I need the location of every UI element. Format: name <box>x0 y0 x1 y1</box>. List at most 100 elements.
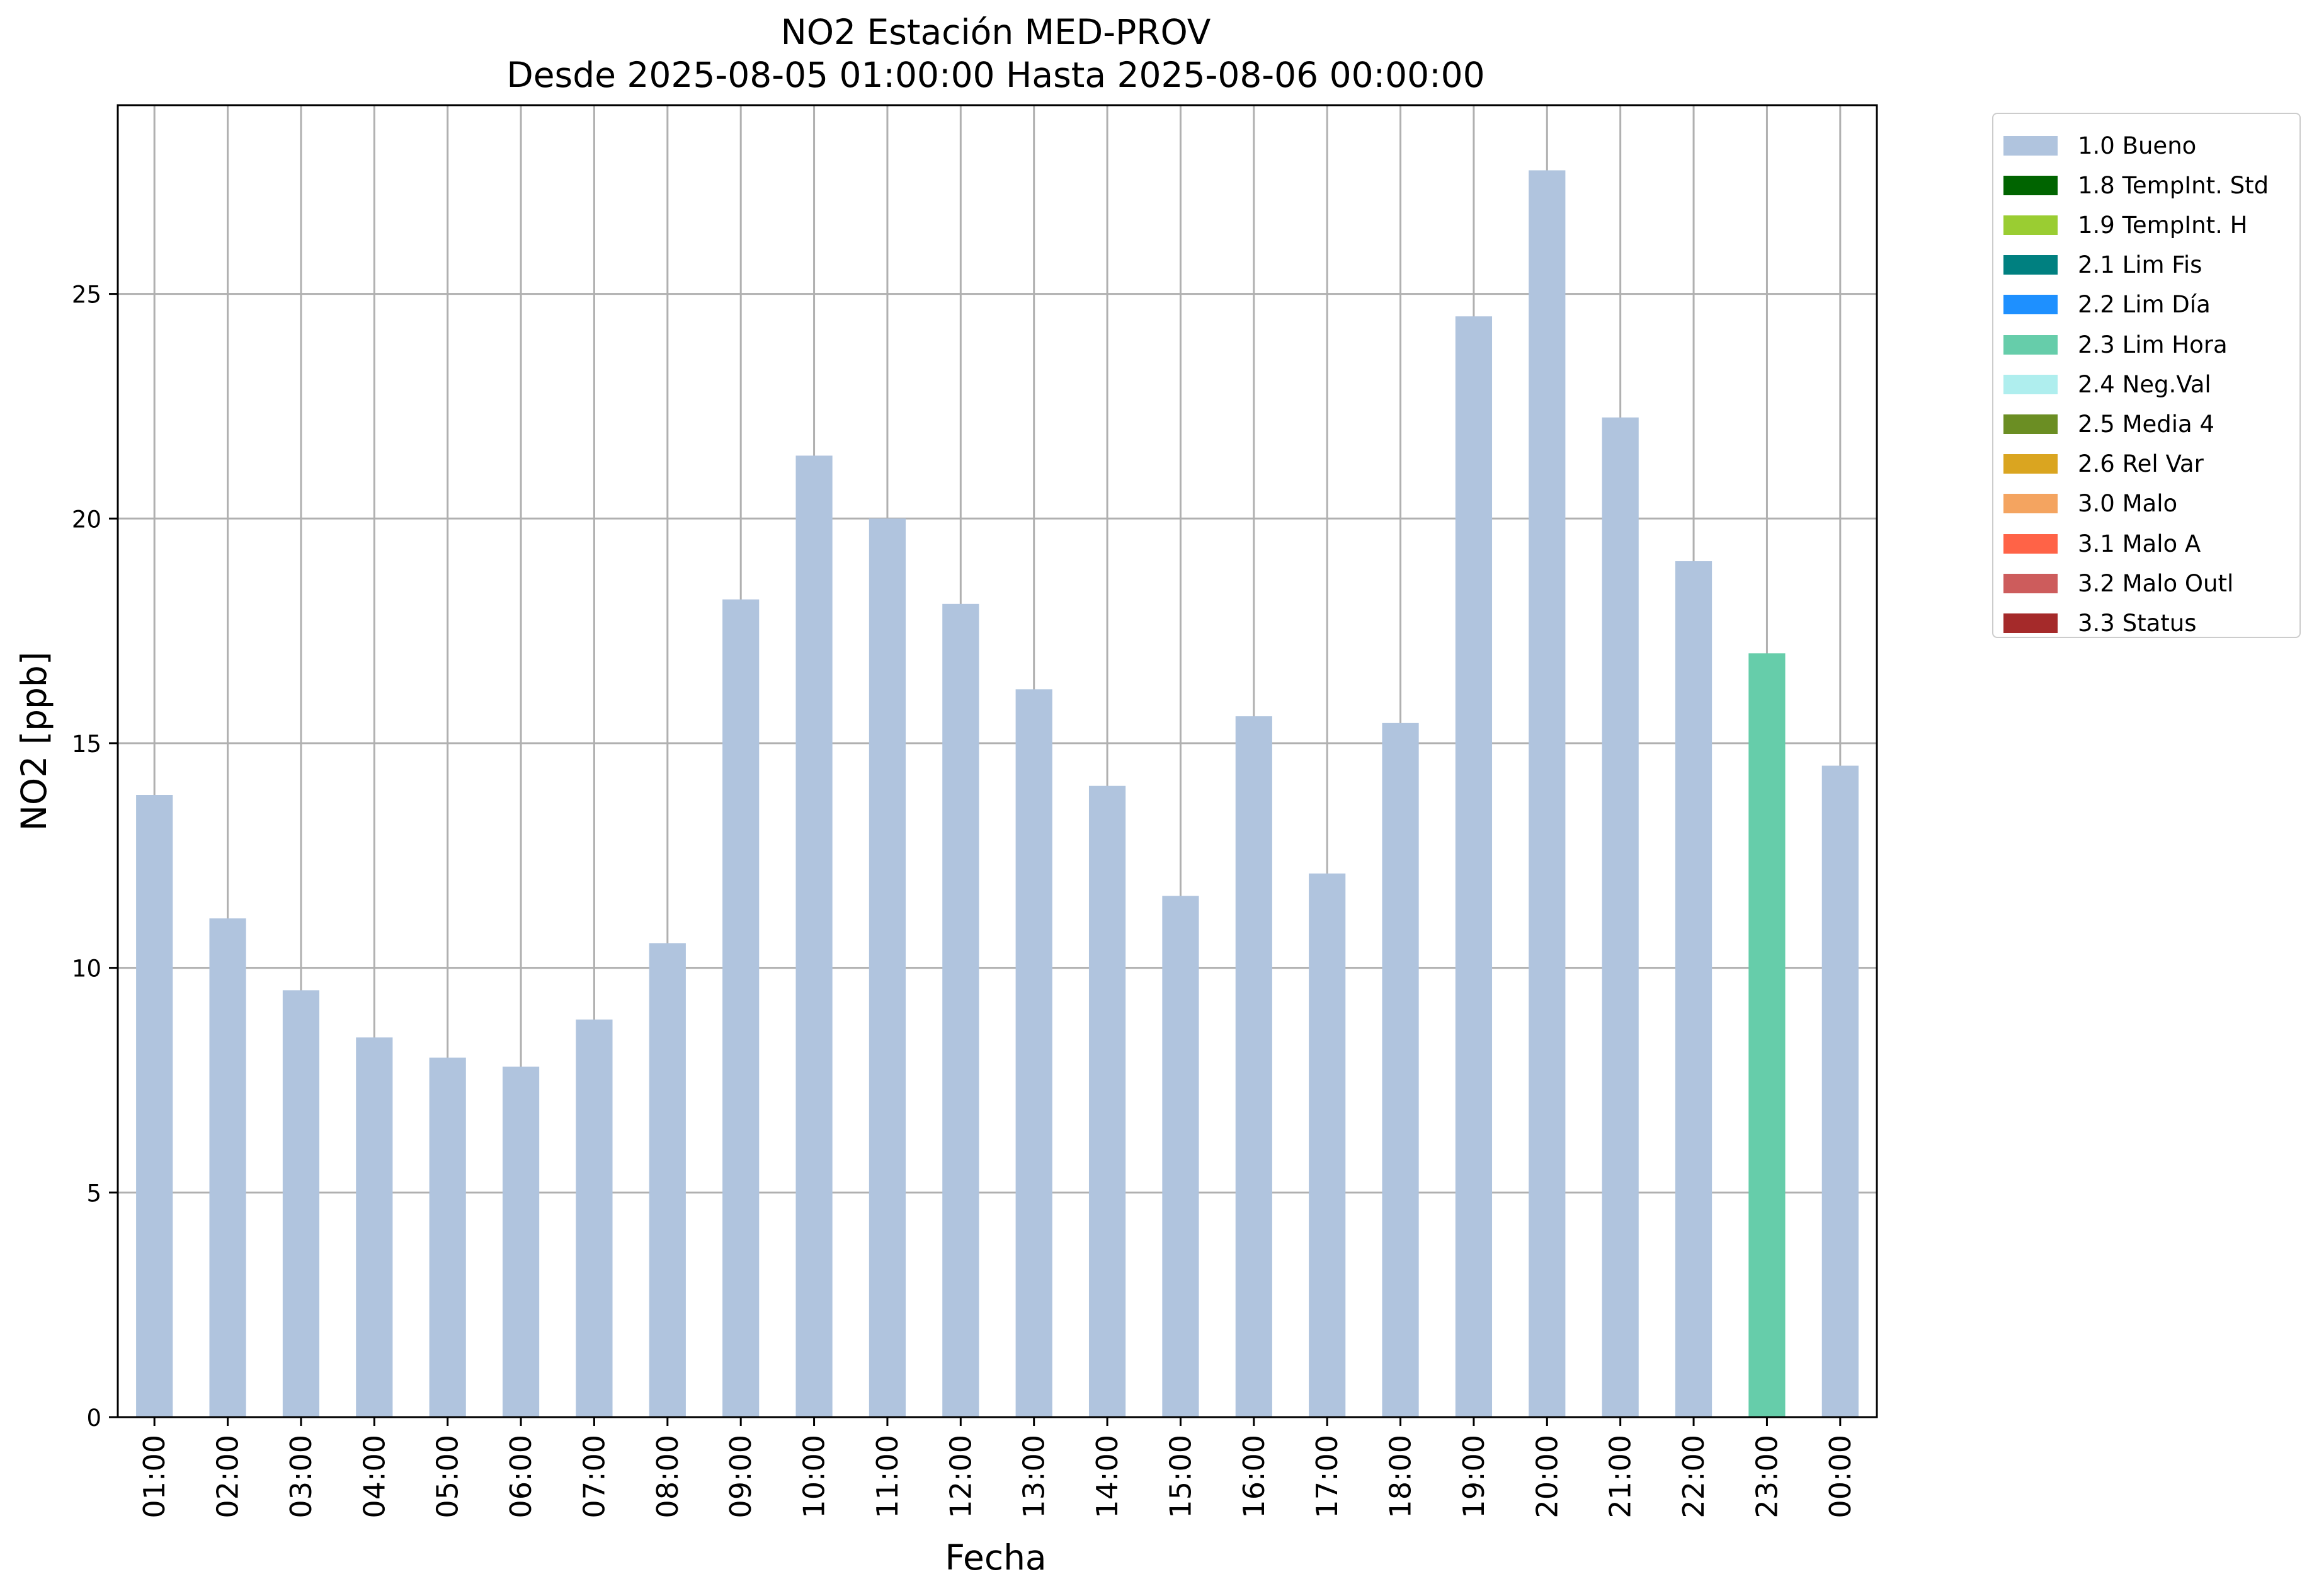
y-tick-label: 10 <box>72 955 101 983</box>
legend-label: 1.0 Bueno <box>2078 132 2197 159</box>
bar-05:00 <box>429 1057 466 1417</box>
bar-01:00 <box>136 795 173 1417</box>
legend-item: 2.4 Neg.Val <box>2003 367 2211 402</box>
axes: 0 5 10 15 20 25 01:00 02:00 03:00 04:00 05:00 06:00… <box>72 104 1878 1519</box>
y-tick-label: 20 <box>72 506 101 533</box>
x-tick-label: 11:00 <box>870 1435 904 1519</box>
legend-item: 1.8 TempInt. Std <box>2003 168 2269 203</box>
bar-17:00 <box>1309 873 1346 1417</box>
bar-18:00 <box>1382 722 1419 1417</box>
legend-swatch <box>2003 135 2058 156</box>
bar-00:00 <box>1821 765 1859 1417</box>
x-tick-label: 02:00 <box>211 1435 245 1519</box>
chart-title: NO2 Estación MED-PROV <box>781 12 1211 52</box>
x-tick-label: 06:00 <box>504 1435 538 1519</box>
legend: 1.0 Bueno 1.8 TempInt. Std 1.9 TempInt. H 2… <box>1992 113 2301 638</box>
bar-19:00 <box>1455 316 1493 1418</box>
legend-swatch <box>2003 494 2058 514</box>
bar-02:00 <box>209 918 246 1417</box>
legend-item: 1.9 TempInt. H <box>2003 207 2247 242</box>
x-tick-label: 21:00 <box>1604 1435 1638 1519</box>
chart-subtitle: Desde 2025-08-05 01:00:00 Hasta 2025-08-… <box>506 55 1484 95</box>
legend-swatch <box>2003 613 2058 633</box>
legend-label: 1.8 TempInt. Std <box>2078 171 2269 199</box>
bar-06:00 <box>502 1066 540 1417</box>
legend-item: 3.1 Malo A <box>2003 526 2201 561</box>
x-tick-label: 08:00 <box>651 1435 685 1519</box>
bar-03:00 <box>282 990 320 1417</box>
x-tick-label: 20:00 <box>1530 1435 1564 1519</box>
x-tick-label: 01:00 <box>137 1435 171 1519</box>
x-tick-label: 05:00 <box>431 1435 465 1519</box>
legend-item: 3.3 Status <box>2003 605 2197 641</box>
legend-item: 2.2 Lim Día <box>2003 287 2211 322</box>
bar-09:00 <box>722 599 760 1417</box>
plot-frame <box>117 104 1878 1418</box>
x-axis-label: Fecha <box>945 1537 1046 1578</box>
bar-14:00 <box>1088 785 1126 1417</box>
x-tick-label: 23:00 <box>1750 1435 1784 1519</box>
x-tick-label: 15:00 <box>1163 1435 1197 1519</box>
legend-label: 3.2 Malo Outl <box>2078 569 2234 597</box>
bar-21:00 <box>1602 417 1639 1418</box>
bar-20:00 <box>1529 170 1566 1417</box>
x-tick-label: 14:00 <box>1090 1435 1124 1519</box>
y-tick-label: 15 <box>72 731 101 758</box>
legend-swatch <box>2003 533 2058 554</box>
x-tick-label: 10:00 <box>797 1435 831 1519</box>
x-tick-label: 18:00 <box>1384 1435 1418 1519</box>
bar-11:00 <box>869 518 906 1418</box>
legend-swatch <box>2003 334 2058 355</box>
legend-label: 2.6 Rel Var <box>2078 450 2204 478</box>
legend-swatch <box>2003 295 2058 315</box>
x-tick-label: 12:00 <box>943 1435 977 1519</box>
legend-item: 1.0 Bueno <box>2003 128 2196 163</box>
legend-label: 2.3 Lim Hora <box>2078 331 2228 358</box>
legend-item: 3.2 Malo Outl <box>2003 566 2233 601</box>
bar-08:00 <box>649 943 686 1417</box>
bar-04:00 <box>356 1037 393 1417</box>
x-tick-label: 13:00 <box>1017 1435 1051 1519</box>
x-tick-label: 16:00 <box>1237 1435 1271 1519</box>
bar-15:00 <box>1162 896 1199 1417</box>
y-tick-label: 5 <box>86 1180 101 1207</box>
x-tick-label: 00:00 <box>1823 1435 1857 1519</box>
legend-item: 3.0 Malo <box>2003 486 2177 522</box>
legend-swatch <box>2003 414 2058 434</box>
bar-16:00 <box>1235 716 1272 1417</box>
y-axis-label: NO2 [ppb] <box>14 652 54 831</box>
legend-swatch <box>2003 573 2058 593</box>
legend-label: 2.4 Neg.Val <box>2078 370 2211 398</box>
legend-item: 2.6 Rel Var <box>2003 447 2204 482</box>
legend-swatch <box>2003 175 2058 195</box>
bar-22:00 <box>1675 561 1712 1417</box>
x-tick-label: 22:00 <box>1677 1435 1711 1519</box>
bar-13:00 <box>1015 689 1052 1417</box>
legend-swatch <box>2003 454 2058 474</box>
legend-item: 2.5 Media 4 <box>2003 406 2214 442</box>
legend-label: 3.0 Malo <box>2078 490 2178 518</box>
x-tick-label: 04:00 <box>357 1435 391 1519</box>
legend-label: 2.2 Lim Día <box>2078 291 2211 319</box>
legend-swatch <box>2003 215 2058 235</box>
legend-label: 1.9 TempInt. H <box>2078 211 2248 239</box>
x-tick-label: 07:00 <box>577 1435 611 1519</box>
bar-23:00 <box>1748 653 1786 1417</box>
y-tick-label: 0 <box>86 1405 101 1432</box>
bars <box>136 170 1859 1418</box>
x-tick-label: 19:00 <box>1457 1435 1491 1519</box>
legend-label: 2.1 Lim Fis <box>2078 251 2202 279</box>
x-tick-label: 17:00 <box>1310 1435 1344 1519</box>
x-tick-label: 03:00 <box>284 1435 318 1519</box>
legend-swatch <box>2003 374 2058 394</box>
legend-label: 3.3 Status <box>2078 609 2197 637</box>
bar-07:00 <box>576 1019 613 1417</box>
bar-12:00 <box>942 603 979 1417</box>
y-tick-label: 25 <box>72 282 101 309</box>
bar-10:00 <box>795 455 833 1418</box>
legend-swatch <box>2003 255 2058 275</box>
legend-label: 3.1 Malo A <box>2078 530 2201 557</box>
legend-label: 2.5 Media 4 <box>2078 410 2215 438</box>
legend-item: 2.1 Lim Fis <box>2003 248 2202 283</box>
